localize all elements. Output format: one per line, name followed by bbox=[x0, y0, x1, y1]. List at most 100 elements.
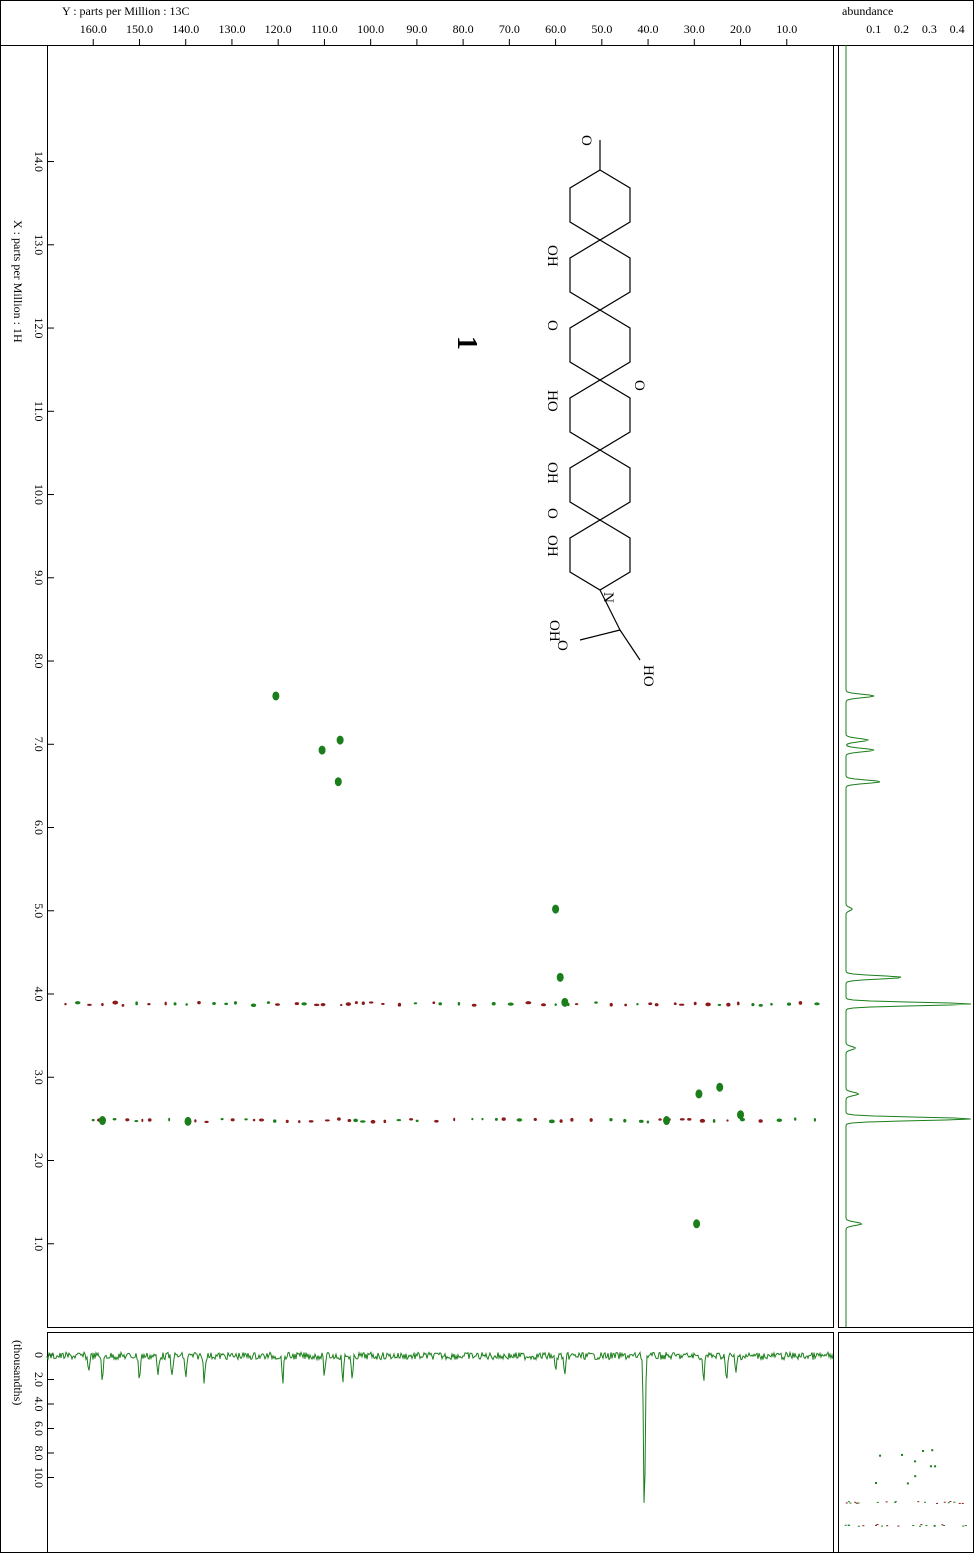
cross-peak bbox=[716, 1082, 724, 1092]
corner-mark bbox=[881, 1525, 884, 1527]
corner-mark bbox=[961, 1502, 964, 1504]
corner-mark bbox=[919, 1525, 922, 1527]
artifact-dot bbox=[345, 1002, 352, 1006]
atom-label-ho-2: HO bbox=[544, 390, 560, 412]
corner-mark bbox=[914, 1475, 917, 1478]
artifact-dot bbox=[559, 1119, 563, 1123]
y-tick-label: 8.0 bbox=[32, 654, 46, 669]
corner-mark bbox=[855, 1502, 858, 1504]
y-tick-label: 5.0 bbox=[32, 903, 46, 918]
artifact-dot bbox=[125, 1118, 130, 1122]
artifact-dot bbox=[624, 1003, 627, 1007]
x-tick-label: 160.0 bbox=[80, 22, 107, 36]
corner-mark bbox=[933, 1524, 936, 1526]
right-tick-label: 0.1 bbox=[866, 22, 881, 36]
corner-mark bbox=[934, 1465, 937, 1468]
artifact-dot bbox=[230, 1118, 235, 1122]
atom-label-n: N bbox=[600, 592, 616, 603]
corner-mark bbox=[920, 1524, 923, 1526]
corner-mark bbox=[949, 1501, 952, 1503]
artifact-dot bbox=[507, 1002, 514, 1006]
bottom-projection-frame bbox=[47, 1332, 834, 1553]
corner-mark bbox=[962, 1525, 965, 1527]
artifact-dot bbox=[673, 1002, 677, 1006]
artifact-dot bbox=[717, 1003, 722, 1006]
chemical-structure: HO N O OH OH HO OH O O OH O O bbox=[544, 135, 656, 687]
artifact-dot bbox=[491, 1002, 496, 1006]
bond-carboxyl bbox=[579, 629, 621, 641]
artifact-rows bbox=[64, 1000, 820, 1124]
atom-label-o-5: O bbox=[544, 508, 560, 519]
y-tick-label: 11.0 bbox=[32, 401, 46, 422]
corner-mark bbox=[897, 1525, 900, 1527]
x-tick-label: 70.0 bbox=[499, 22, 520, 36]
right-tick-label: 0.3 bbox=[922, 22, 937, 36]
ring-c bbox=[569, 309, 631, 381]
artifact-dot bbox=[135, 1001, 138, 1006]
y-axis-title: X : parts per Million : 1H bbox=[11, 220, 25, 343]
artifact-dot bbox=[413, 1002, 418, 1005]
corner-mark bbox=[941, 1524, 944, 1526]
y-tick-label: 7.0 bbox=[32, 737, 46, 752]
cross-peak bbox=[663, 1116, 671, 1126]
artifact-dot bbox=[646, 1120, 650, 1124]
artifact-dot bbox=[570, 1117, 574, 1122]
bond-hydroxymethyl bbox=[619, 629, 641, 661]
artifact-dot bbox=[168, 1117, 171, 1122]
artifact-dot bbox=[409, 1118, 414, 1121]
artifact-dot bbox=[258, 1118, 265, 1122]
artifact-dot bbox=[776, 1118, 783, 1122]
x-tick-label: 60.0 bbox=[545, 22, 566, 36]
artifact-dot bbox=[712, 1119, 716, 1123]
cross-peak bbox=[552, 904, 560, 914]
artifact-dot bbox=[814, 1002, 820, 1006]
x-axis-ticks: 160.0 150.0 140.0 130.0 120.0 110.0 100.0 90.0 8… bbox=[80, 22, 797, 45]
cross-peaks bbox=[98, 691, 745, 1229]
y-tick-label: 2.0 bbox=[32, 1153, 46, 1168]
artifact-dot bbox=[308, 1120, 314, 1123]
corner-mark bbox=[943, 1524, 946, 1526]
right-tick-label: 0.2 bbox=[894, 22, 909, 36]
y-tick-label: 6.0 bbox=[32, 820, 46, 835]
atom-label-o-4: O bbox=[578, 135, 594, 146]
artifact-dot bbox=[786, 1002, 792, 1006]
cross-peak bbox=[334, 777, 342, 787]
artifact-dot bbox=[687, 1118, 692, 1121]
x-tick-label: 120.0 bbox=[265, 22, 292, 36]
artifact-dot bbox=[301, 1002, 307, 1006]
artifact-dot bbox=[164, 1001, 167, 1006]
artifact-dot bbox=[678, 1003, 685, 1006]
bottom-tick-label: 2.0 bbox=[32, 1372, 46, 1387]
corner-mark bbox=[885, 1501, 888, 1503]
artifact-dot bbox=[432, 1001, 436, 1005]
atom-label-o-2: O bbox=[631, 380, 647, 391]
ring-e bbox=[569, 449, 631, 521]
corner-mark bbox=[857, 1502, 860, 1504]
right-panel-title: abundance bbox=[842, 4, 893, 18]
ring-d bbox=[569, 379, 631, 451]
artifact-dot bbox=[354, 1001, 358, 1005]
artifact-dot bbox=[623, 1118, 627, 1123]
corner-mark bbox=[923, 1501, 926, 1503]
bottom-tick-label: 4.0 bbox=[32, 1397, 46, 1412]
corner-mark bbox=[845, 1502, 848, 1504]
artifact-dot bbox=[798, 1001, 803, 1005]
compound-label: 1 bbox=[451, 336, 482, 350]
right-panel-ticks: 0.1 0.2 0.3 0.4 bbox=[866, 22, 964, 36]
artifact-dot bbox=[471, 1003, 477, 1007]
artifact-dot bbox=[434, 1119, 439, 1123]
corner-mark bbox=[875, 1524, 878, 1526]
corner-mark bbox=[936, 1502, 939, 1504]
artifact-dot bbox=[233, 1001, 238, 1005]
y-tick-label: 13.0 bbox=[32, 234, 46, 255]
y-tick-label: 10.0 bbox=[32, 484, 46, 505]
artifact-dot bbox=[453, 1117, 456, 1122]
artifact-dot bbox=[298, 1120, 301, 1124]
corner-panel-frame bbox=[838, 1332, 974, 1553]
artifact-dot bbox=[726, 1002, 731, 1007]
corner-mark bbox=[862, 1525, 865, 1527]
corner-mark bbox=[849, 1502, 852, 1504]
